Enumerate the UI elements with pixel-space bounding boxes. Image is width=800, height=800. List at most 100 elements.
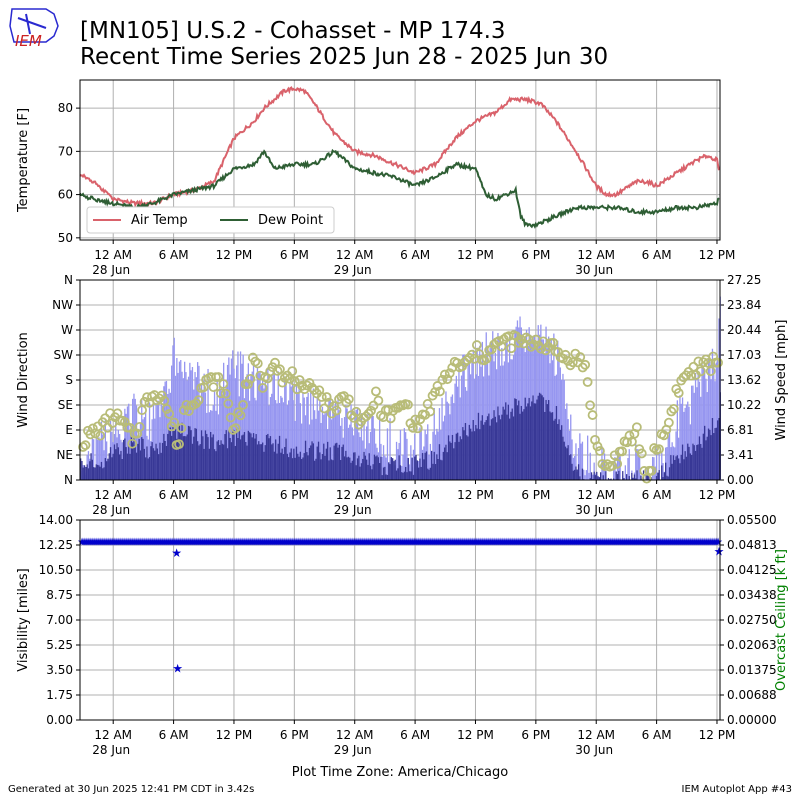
wind-speed-bar	[411, 457, 413, 480]
x-tick-label: 12 AM	[577, 248, 615, 262]
wind-gust-bar	[395, 441, 398, 480]
visibility-point: ★	[103, 535, 113, 548]
wind-speed-bar	[511, 408, 513, 480]
x-tick-label: 12 AM	[94, 728, 132, 742]
visibility-point: ★	[331, 535, 341, 548]
x-tick-label: 12 PM	[457, 488, 494, 502]
y-tick-label: 3.50	[46, 663, 73, 677]
visibility-point: ★	[413, 535, 423, 548]
wind-gust-bar	[320, 422, 322, 480]
wind-speed-bar	[681, 444, 684, 480]
wind-gust-bar	[143, 417, 145, 480]
wind-gust-bar	[405, 432, 407, 480]
wind-speed-bar	[668, 467, 671, 480]
visibility-point: ★	[453, 535, 463, 548]
wind-direction-point	[351, 406, 362, 417]
wind-speed-bar	[571, 463, 573, 480]
wind-speed-bar	[398, 455, 400, 480]
y2-tick-label: 0.00	[727, 473, 754, 487]
visibility-point: ★	[661, 535, 671, 548]
visibility-point: ★	[559, 535, 569, 548]
wind-speed-bar	[315, 458, 317, 480]
wind-gust-bar	[347, 427, 350, 480]
visibility-point: ★	[91, 535, 101, 548]
wind-gust-bar	[441, 397, 443, 480]
wind-speed-bar	[685, 456, 688, 480]
visibility-point: ★	[195, 535, 205, 548]
wind-gust-bar	[182, 378, 184, 480]
wind-speed-bar	[200, 430, 203, 480]
x-tick-label: 12 AM	[577, 728, 615, 742]
wind-speed-bar	[385, 474, 387, 480]
y-tick-label: S	[65, 373, 73, 387]
visibility-point: ★	[111, 535, 121, 548]
wind-speed-bar	[575, 466, 577, 480]
wind-speed-bar	[551, 412, 554, 480]
wind-speed-bar	[572, 470, 574, 480]
visibility-point: ★	[373, 535, 383, 548]
wind-speed-bar	[447, 435, 450, 480]
visibility-point: ★	[433, 535, 443, 548]
visibility-point: ★	[81, 535, 91, 548]
wind-gust-bar	[463, 354, 465, 480]
visibility-point: ★	[339, 535, 349, 548]
wind-speed-bar	[576, 469, 578, 480]
wind-gust-bar	[485, 332, 487, 480]
wind-direction-point	[393, 402, 403, 413]
wind-speed-bar	[104, 458, 106, 480]
wind-speed-bar	[429, 467, 431, 480]
wind-gust-bar	[221, 396, 223, 480]
visibility-point: ★	[119, 535, 129, 548]
visibility-point: ★	[172, 662, 183, 676]
wind-direction-point	[435, 386, 445, 397]
wind-gust-bar	[355, 409, 357, 480]
wind-speed-bar	[99, 466, 101, 480]
visibility-point: ★	[375, 535, 385, 548]
wind-speed-bar	[217, 440, 220, 480]
wind-gust-bar	[337, 397, 339, 480]
wind-gust-bar	[156, 400, 158, 480]
wind-direction-point	[373, 395, 384, 406]
y2-tick-label: 0.04125	[727, 563, 777, 577]
wind-speed-bar	[83, 465, 86, 480]
wind-speed-bar	[492, 418, 494, 480]
wind-speed-bar	[376, 455, 378, 480]
wind-speed-bar	[293, 448, 295, 480]
wind-speed-bar	[245, 441, 247, 480]
wind-gust-bar	[557, 340, 559, 480]
visibility-point: ★	[501, 535, 511, 548]
wind-speed-bar	[523, 409, 525, 480]
visibility-point: ★	[714, 544, 725, 558]
wind-speed-bar	[324, 455, 326, 480]
wind-gust-bar	[104, 418, 106, 480]
visibility-point: ★	[155, 535, 165, 548]
visibility-point: ★	[649, 535, 659, 548]
wind-gust-bar	[692, 385, 694, 480]
wind-gust-bar	[509, 336, 511, 480]
wind-speed-bar	[713, 433, 715, 480]
wind-gust-bar	[558, 350, 560, 480]
wind-gust-bar	[433, 407, 435, 480]
wind-speed-bar	[297, 453, 299, 480]
visibility-point: ★	[125, 535, 135, 548]
x-tick-date-label: 28 Jun	[92, 503, 130, 517]
wind-speed-bar	[180, 433, 182, 480]
footer-generated: Generated at 30 Jun 2025 12:41 PM CDT in…	[8, 784, 255, 795]
wind-speed-bar	[662, 477, 664, 480]
x-tick-label: 6 AM	[400, 488, 430, 502]
wind-speed-bar	[648, 473, 650, 480]
x-tick-label: 12 PM	[457, 248, 494, 262]
wind-speed-bar	[405, 466, 407, 480]
wind-gust-bar	[354, 414, 356, 480]
wind-speed-bar	[98, 465, 100, 480]
wind-speed-bar	[718, 418, 720, 480]
wind-speed-bar	[81, 460, 83, 480]
wind-gust-bar	[145, 412, 147, 480]
wind-speed-bar	[115, 449, 117, 480]
wind-speed-bar	[557, 423, 559, 480]
wind-gust-bar	[273, 372, 275, 480]
visibility-point: ★	[327, 535, 337, 548]
wind-speed-bar	[126, 453, 129, 480]
wind-gust-bar	[223, 362, 225, 480]
wind-gust-bar	[691, 385, 693, 480]
